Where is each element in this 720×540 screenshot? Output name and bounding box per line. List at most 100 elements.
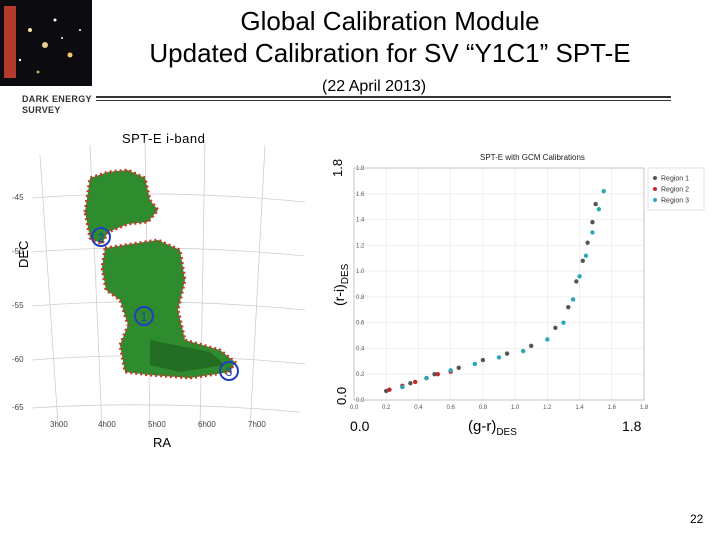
scatter-point-series-1 — [432, 372, 437, 377]
chart-x-min-label: 0.0 — [350, 418, 370, 434]
legend-box — [647, 167, 705, 211]
legend-label: Region 1 — [661, 176, 689, 183]
logo-text-line1: DARK ENERGY — [22, 94, 92, 104]
ra-tick-1: 4h00 — [98, 420, 116, 429]
y-tick-label: 0.4 — [356, 346, 365, 352]
logo-text: DARK ENERGY SURVEY — [22, 94, 92, 116]
y-tick-label: 0.8 — [356, 295, 365, 301]
scatter-point-series-3 — [590, 230, 595, 235]
region-marker-2 — [91, 227, 111, 247]
scatter-point-series-3 — [601, 189, 606, 194]
chart-xlabel: (g-r)DES — [468, 418, 517, 438]
ra-tick-3: 6h00 — [198, 420, 216, 429]
page-number: 22 — [690, 512, 704, 526]
survey-footprint — [83, 168, 237, 380]
legend-swatch — [653, 187, 657, 191]
galaxy-image — [4, 6, 81, 78]
scatter-point-series-2 — [413, 379, 418, 385]
chart-x-max-label: 1.8 — [622, 418, 642, 434]
region-marker-3 — [219, 361, 239, 381]
dec-tick-3: -60 — [12, 355, 24, 364]
y-tick-label: 1.0 — [356, 269, 365, 275]
x-tick-label: 1.4 — [575, 405, 584, 411]
scatter-point-series-1 — [580, 258, 585, 263]
scatter-point-series-3 — [545, 337, 550, 342]
ra-tick-4: 7h00 — [248, 420, 266, 429]
scatter-point-series-1 — [504, 351, 510, 356]
scatter-point-series-2 — [435, 372, 440, 377]
region-markers — [91, 227, 239, 381]
x-tick-label: 0.4 — [414, 405, 423, 411]
scatter-point-series-3 — [424, 375, 429, 381]
scatter-point-series-1 — [456, 365, 461, 370]
slide-date: (22 April 2013) — [322, 78, 427, 95]
region-marker-2-label: 2 — [98, 231, 105, 245]
x-tick-label: 1.0 — [511, 405, 520, 411]
scatter-point-series-1 — [585, 240, 590, 245]
region-marker-1 — [134, 306, 154, 326]
x-tick-label: 0.8 — [479, 405, 488, 411]
scatter-point-series-1 — [408, 381, 413, 386]
y-tick-label: 0.2 — [356, 372, 365, 378]
legend-label: Region 3 — [661, 198, 689, 205]
scatter-point-series-3 — [570, 297, 576, 302]
legend-swatch — [653, 176, 657, 180]
x-tick-label: 1.2 — [543, 405, 552, 411]
chart-legend: Region 1 Region 2 Region 3 — [647, 167, 705, 211]
x-tick-label: 0.6 — [446, 405, 455, 411]
x-tick-label: 0.0 — [350, 405, 359, 411]
scatter-point-series-1 — [553, 325, 558, 331]
scatter-point-series-3 — [577, 274, 582, 279]
chart-frame — [353, 167, 645, 401]
slide-title-line1: Global Calibration Module — [240, 6, 540, 36]
region-marker-3-label: 3 — [226, 365, 233, 379]
sky-map: -45 -50 -55 -60 -65 3h00 4h00 5h00 6h00 … — [12, 140, 306, 431]
legend-label: Region 2 — [661, 187, 689, 194]
chart-ticks: 0.0 0.2 0.4 0.6 0.8 1.0 1.2 1.4 1.6 1.8 0.0 0.2 0.4 0… — [350, 166, 649, 411]
chart-title: SPT-E with GCM Calibrations — [480, 153, 585, 162]
x-tick-label: 1.8 — [640, 405, 649, 411]
ra-tick-2: 5h00 — [148, 420, 166, 429]
title-divider-top — [96, 96, 671, 98]
scatter-point-series-2 — [387, 387, 392, 392]
title-divider-bottom — [96, 100, 671, 101]
scatter-chart: 0.0 0.2 0.4 0.6 0.8 1.0 1.2 1.4 1.6 1.8 0.0 0.2 0.4 0… — [350, 166, 705, 411]
des-logo-image — [0, 0, 92, 86]
x-tick-label: 0.2 — [382, 405, 391, 411]
ra-tick-0: 3h00 — [50, 420, 68, 429]
scatter-point-series-1 — [480, 357, 486, 363]
map-caption: SPT-E i-band — [122, 131, 206, 146]
chart-grid — [353, 167, 645, 401]
dec-tick-4: -65 — [12, 403, 24, 412]
scatter-point-series-3 — [561, 320, 566, 325]
y-tick-label: 1.2 — [356, 243, 365, 249]
scatter-point-series-3 — [596, 207, 602, 212]
dec-tick-0: -45 — [12, 193, 24, 202]
scatter-point-series-3 — [448, 368, 453, 373]
y-tick-label: 0.6 — [356, 321, 365, 327]
scatter-point-series-3 — [400, 384, 405, 390]
scatter-point-series-1 — [590, 219, 595, 225]
dec-tick-2: -55 — [12, 301, 24, 310]
chart-xlabel-main: (g-r) — [468, 418, 497, 435]
logo-text-line2: SURVEY — [22, 105, 61, 115]
y-tick-label: 1.8 — [356, 166, 365, 172]
scatter-point-series-3 — [472, 361, 478, 367]
chart-xlabel-sub: DES — [496, 427, 517, 438]
scatter-point-series-3 — [583, 253, 589, 258]
scatter-point-series-3 — [520, 348, 526, 354]
scatter-point-series-1 — [574, 279, 579, 284]
map-ra-label: RA — [153, 435, 172, 450]
scatter-point-series-1 — [593, 201, 598, 207]
y-tick-label: 1.4 — [356, 218, 365, 224]
scatter-point-series-1 — [566, 305, 571, 310]
slide-title-line2: Updated Calibration for SV “Y1C1” SPT-E — [149, 38, 631, 68]
chart-points — [384, 189, 606, 394]
region-marker-1-label: 1 — [141, 310, 148, 324]
y-tick-label: 1.6 — [356, 192, 365, 198]
x-tick-label: 1.6 — [608, 405, 617, 411]
y-tick-label: 0.0 — [356, 398, 365, 404]
legend-swatch — [653, 198, 657, 202]
dec-tick-1: -50 — [12, 247, 24, 256]
scatter-point-series-1 — [529, 343, 534, 349]
